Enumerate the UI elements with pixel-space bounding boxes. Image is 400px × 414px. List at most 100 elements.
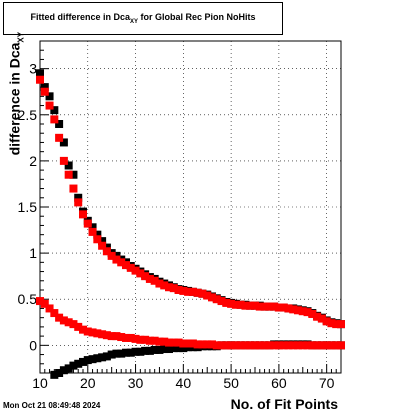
- data-point-s3: [145, 336, 154, 345]
- x-tick-label: 70: [319, 375, 335, 391]
- data-point-s3: [322, 341, 331, 350]
- data-point-s1: [217, 297, 226, 306]
- data-point-s1: [102, 247, 111, 256]
- data-point-s1: [98, 241, 107, 250]
- data-point-s3: [308, 341, 317, 350]
- data-point-s0: [64, 161, 73, 170]
- data-point-s2: [179, 344, 188, 353]
- data-point-s3: [79, 325, 87, 334]
- data-point-s3: [155, 337, 164, 346]
- data-point-s1: [227, 299, 236, 308]
- data-point-s3: [40, 299, 49, 308]
- data-point-s3: [126, 333, 135, 342]
- data-point-s1: [59, 156, 68, 165]
- data-point-s1: [222, 298, 231, 307]
- data-point-s2: [174, 344, 183, 353]
- data-point-s1: [145, 274, 154, 283]
- data-point-s2: [117, 349, 126, 358]
- data-point-s3: [193, 340, 202, 349]
- y-tick-label: 1.5: [18, 199, 38, 215]
- data-point-s3: [208, 340, 216, 349]
- data-point-s3: [117, 333, 126, 342]
- data-point-s1: [337, 320, 345, 329]
- data-point-s2: [107, 350, 116, 359]
- timestamp: Mon Oct 21 08:49:48 2024: [3, 401, 101, 410]
- data-point-s3: [74, 322, 83, 331]
- data-point-s3: [274, 341, 283, 350]
- data-point-s3: [45, 304, 54, 313]
- data-point-s1: [45, 101, 54, 110]
- data-point-s3: [227, 341, 236, 350]
- y-tick-label: 2.5: [18, 107, 38, 123]
- data-point-s1: [289, 305, 298, 314]
- data-point-s1: [160, 281, 169, 290]
- data-point-s1: [83, 219, 92, 228]
- data-point-s2: [74, 359, 83, 368]
- data-point-s3: [222, 341, 231, 350]
- data-point-s0: [93, 230, 102, 239]
- data-point-s3: [88, 328, 97, 337]
- ylabel-main: difference in Dca: [6, 42, 23, 156]
- data-point-s3: [303, 341, 312, 350]
- data-point-s0: [69, 170, 78, 179]
- data-point-s2: [112, 349, 121, 358]
- data-point-s3: [279, 341, 288, 350]
- data-point-s3: [332, 341, 341, 350]
- data-point-s3: [131, 334, 140, 343]
- data-point-s2: [165, 345, 173, 354]
- data-point-s3: [83, 327, 92, 336]
- y-tick-label: 1: [29, 245, 37, 261]
- data-point-s2: [131, 347, 140, 356]
- data-point-s1: [246, 301, 255, 310]
- data-point-s1: [241, 301, 250, 310]
- data-point-s1: [251, 301, 259, 310]
- data-point-s2: [145, 346, 154, 355]
- data-point-s3: [160, 337, 169, 346]
- plot-frame: [39, 40, 342, 374]
- data-point-s3: [203, 340, 212, 349]
- data-point-s2: [83, 356, 92, 365]
- data-point-s0: [59, 138, 68, 147]
- data-point-s2: [141, 346, 150, 355]
- data-point-s3: [212, 341, 221, 350]
- x-tick-label: 40: [176, 375, 192, 391]
- ylabel-subscript: XY: [16, 31, 26, 43]
- x-tick-label: 50: [223, 375, 239, 391]
- data-point-s2: [136, 347, 145, 356]
- data-point-s3: [289, 341, 298, 350]
- data-point-s1: [79, 210, 87, 219]
- data-point-s0: [45, 92, 54, 101]
- x-axis-label: No. of Fit Points: [230, 396, 338, 412]
- data-point-s1: [327, 319, 336, 328]
- data-point-s2: [59, 366, 68, 375]
- data-point-s2: [155, 345, 164, 354]
- data-point-s3: [265, 341, 274, 350]
- data-point-s3: [102, 331, 111, 340]
- y-axis-label: difference in DcaXY: [6, 31, 26, 156]
- data-point-s1: [274, 303, 283, 312]
- chart-title-box: Fitted difference in DcaXY for Global Re…: [3, 2, 283, 35]
- data-point-s2: [122, 348, 130, 357]
- data-point-s3: [179, 339, 188, 348]
- data-point-s3: [69, 320, 78, 329]
- data-point-s0: [40, 83, 49, 92]
- data-point-s1: [36, 75, 44, 84]
- data-point-s3: [174, 338, 183, 347]
- data-point-s1: [74, 198, 83, 207]
- data-point-s3: [188, 339, 197, 348]
- data-point-s3: [93, 329, 102, 338]
- data-point-s1: [40, 87, 49, 96]
- data-point-s0: [55, 120, 64, 128]
- data-point-s1: [69, 184, 78, 193]
- x-tick-label: 10: [32, 375, 48, 391]
- data-point-s3: [198, 340, 207, 349]
- data-point-s1: [279, 303, 288, 312]
- data-point-s3: [327, 341, 336, 350]
- x-tick-label: 60: [271, 375, 287, 391]
- data-point-s3: [59, 316, 68, 325]
- data-point-s2: [160, 345, 169, 354]
- data-point-s1: [270, 302, 279, 311]
- data-point-s1: [64, 170, 73, 179]
- data-point-s1: [112, 255, 121, 264]
